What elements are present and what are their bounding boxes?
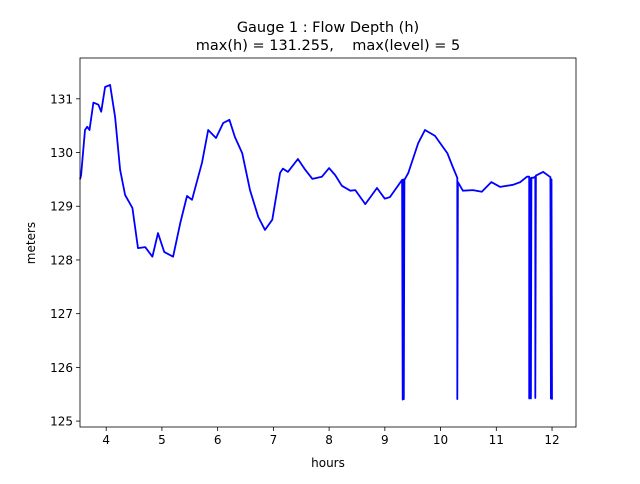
y-tick-label: 127 bbox=[50, 307, 73, 321]
chart-subtitle: max(h) = 131.255, max(level) = 5 bbox=[196, 38, 460, 54]
chart-title: Gauge 1 : Flow Depth (h) bbox=[237, 20, 419, 36]
y-tick-label: 128 bbox=[50, 253, 73, 267]
plot-area bbox=[79, 84, 553, 401]
x-axis-label: hours bbox=[311, 456, 345, 470]
x-tick-label: 12 bbox=[544, 433, 559, 447]
series-line-h bbox=[79, 84, 553, 401]
x-tick-label: 9 bbox=[381, 433, 389, 447]
axes-frame bbox=[79, 57, 577, 428]
x-tick-label: 8 bbox=[325, 433, 333, 447]
x-tick-label: 4 bbox=[102, 433, 110, 447]
y-tick-label: 130 bbox=[50, 146, 73, 160]
y-axis-label: meters bbox=[24, 222, 38, 264]
y-tick-label: 125 bbox=[50, 415, 73, 429]
y-tick-label: 129 bbox=[50, 200, 73, 214]
axis-ticks: 4 5 6 7 8 9 10 11 12 125 126 127 128 129 130 131 bbox=[50, 92, 560, 447]
x-tick-label: 7 bbox=[270, 433, 278, 447]
y-tick-label: 131 bbox=[50, 92, 73, 106]
x-tick-label: 6 bbox=[214, 433, 222, 447]
x-tick-label: 10 bbox=[433, 433, 448, 447]
y-tick-label: 126 bbox=[50, 361, 73, 375]
x-tick-label: 5 bbox=[158, 433, 166, 447]
x-tick-label: 11 bbox=[489, 433, 504, 447]
